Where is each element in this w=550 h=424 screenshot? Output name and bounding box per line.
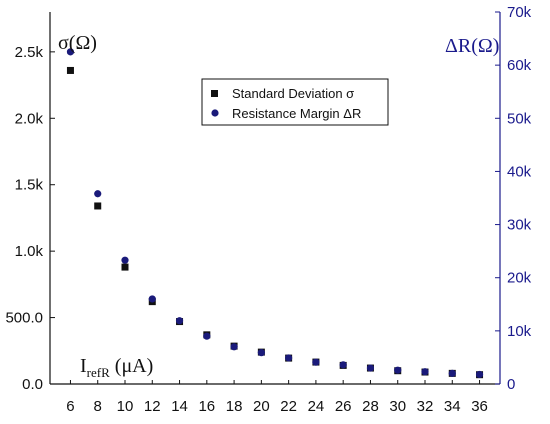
x-tick-label: 12 bbox=[144, 398, 161, 415]
resistance-margin-point bbox=[312, 358, 320, 366]
x-axis-title-unit: (μA) bbox=[115, 355, 154, 377]
x-axis-title-subscript: refR bbox=[87, 365, 110, 380]
right-tick-label: 0 bbox=[507, 376, 515, 393]
right-tick-label: 10k bbox=[507, 323, 532, 340]
x-tick-label: 34 bbox=[444, 398, 461, 415]
x-tick-label: 18 bbox=[226, 398, 243, 415]
resistance-margin-point bbox=[175, 317, 184, 325]
resistance-margin-point bbox=[366, 364, 375, 372]
left-axis-title: σ(Ω) bbox=[58, 32, 97, 54]
legend: Standard Deviation σ Resistance Margin Δ… bbox=[201, 78, 389, 126]
left-tick-label: 1.5k bbox=[15, 177, 44, 194]
x-tick-label: 32 bbox=[417, 398, 434, 415]
legend-label-std: Standard Deviation σ bbox=[232, 86, 354, 101]
right-tick-label: 20k bbox=[507, 270, 532, 287]
x-tick-label: 20 bbox=[253, 398, 270, 415]
x-tick-label: 24 bbox=[308, 398, 325, 415]
resistance-margin-point bbox=[475, 370, 484, 379]
legend-label-margin: Resistance Margin ΔR bbox=[232, 106, 361, 121]
left-tick-label: 2.5k bbox=[15, 44, 44, 61]
x-axis-ticks: 6 8 10 12 14 16 18 20 22 24 26 28 30 32 34 36 bbox=[66, 380, 488, 415]
left-tick-label: 2.0k bbox=[15, 110, 44, 127]
x-axis-title-main: I bbox=[80, 355, 87, 377]
plot-frame bbox=[49, 12, 501, 385]
resistance-margin-point bbox=[203, 332, 211, 340]
x-tick-label: 30 bbox=[389, 398, 406, 415]
x-tick-label: 36 bbox=[471, 398, 488, 415]
resistance-margin-point bbox=[421, 368, 429, 376]
resistance-margin-point bbox=[257, 349, 265, 357]
x-tick-label: 10 bbox=[117, 398, 134, 415]
x-tick-label: 14 bbox=[171, 398, 188, 415]
resistance-margin-point bbox=[121, 256, 129, 264]
right-tick-label: 40k bbox=[507, 163, 532, 180]
resistance-margin-point bbox=[339, 361, 347, 369]
left-axis-ticks: 0.0 500.0 1.0k 1.5k 2.0k 2.5k bbox=[5, 44, 55, 393]
resistance-margin-point bbox=[448, 369, 456, 377]
x-tick-label: 26 bbox=[335, 398, 352, 415]
resistance-margin-point bbox=[230, 343, 238, 351]
std-dev-point bbox=[66, 66, 74, 74]
right-axis-title: ΔR(Ω) bbox=[445, 35, 499, 57]
resistance-margin-point bbox=[94, 190, 102, 198]
legend-box bbox=[201, 78, 389, 126]
right-tick-label: 70k bbox=[507, 4, 532, 21]
x-tick-label: 28 bbox=[362, 398, 379, 415]
legend-marker-margin bbox=[211, 109, 219, 117]
legend-marker-std bbox=[211, 90, 218, 97]
left-tick-label: 500.0 bbox=[5, 310, 43, 327]
resistance-margin-point bbox=[394, 366, 402, 374]
right-axis-ticks: 0 10k 20k 30k 40k 50k 60k 70k bbox=[495, 4, 532, 393]
x-tick-label: 16 bbox=[198, 398, 215, 415]
left-tick-label: 1.0k bbox=[15, 243, 44, 260]
series-layer bbox=[66, 48, 484, 379]
x-axis-title: IrefR (μA) bbox=[80, 355, 153, 380]
std-dev-point bbox=[121, 263, 129, 271]
x-tick-label: 22 bbox=[280, 398, 297, 415]
resistance-margin-point bbox=[285, 354, 293, 362]
right-tick-label: 30k bbox=[507, 217, 532, 234]
series-resistance-margin bbox=[66, 48, 484, 379]
x-tick-label: 6 bbox=[66, 398, 74, 415]
right-tick-label: 60k bbox=[507, 57, 532, 74]
x-tick-label: 8 bbox=[94, 398, 102, 415]
right-tick-label: 50k bbox=[507, 110, 532, 127]
resistance-margin-point bbox=[148, 295, 156, 303]
resistance-margin-point bbox=[66, 48, 75, 56]
std-dev-point bbox=[94, 202, 102, 210]
left-tick-label: 0.0 bbox=[22, 376, 43, 393]
